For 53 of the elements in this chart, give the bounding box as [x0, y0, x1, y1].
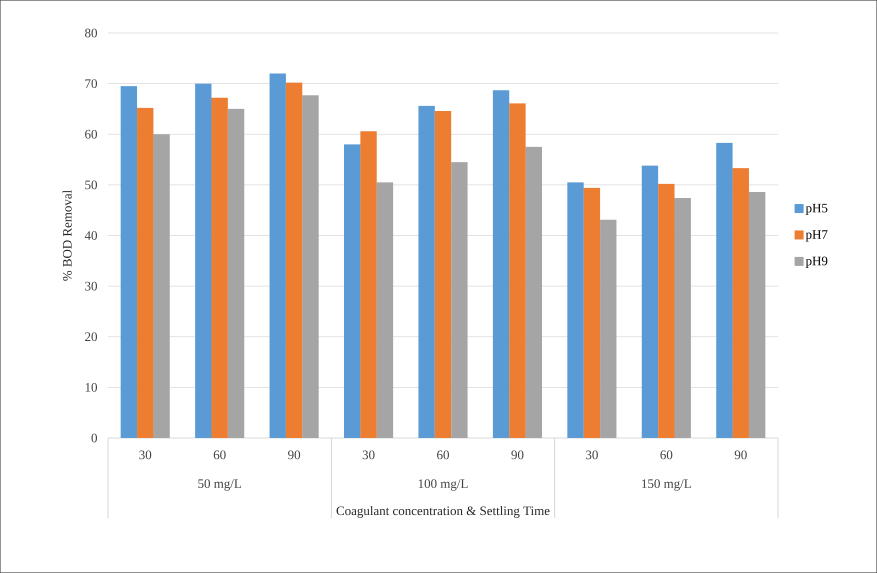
- bar: [286, 82, 302, 438]
- bar: [732, 168, 749, 438]
- bar: [376, 182, 394, 438]
- x-tick-label: 90: [288, 450, 300, 460]
- y-tick-label: 80: [85, 28, 97, 38]
- bar: [716, 142, 733, 438]
- x-tick-label: 60: [437, 450, 449, 460]
- text: 100 mg/L: [418, 479, 468, 491]
- y-tick-label: 60: [85, 130, 97, 139]
- bar: [748, 192, 766, 438]
- y-tick-label: 10: [86, 382, 97, 392]
- bar: [658, 184, 675, 438]
- x-tick-label: 90: [734, 450, 747, 460]
- bar: [360, 131, 377, 438]
- bar: [509, 103, 526, 438]
- bar: [153, 134, 170, 438]
- legend-label: pH7: [806, 230, 828, 242]
- x-tick-label: 90: [511, 450, 524, 460]
- y-axis-title: % BOD Removal: [62, 190, 72, 281]
- bar: [674, 198, 691, 438]
- bar: [344, 144, 360, 438]
- bar: [270, 73, 286, 438]
- bar: [584, 188, 600, 438]
- bar: [302, 95, 319, 438]
- text: 50 mg/L: [198, 479, 242, 491]
- y-tick-label: 40: [84, 231, 97, 240]
- bar: [195, 84, 212, 438]
- x-axis-title: Coagulant concentration & Settling Time: [336, 506, 550, 518]
- bar: [120, 86, 138, 438]
- y-tick-label: 30: [85, 282, 97, 290]
- x-tick-label: 30: [586, 450, 598, 460]
- bar: [567, 182, 584, 438]
- y-tick-label: 0: [92, 434, 97, 442]
- y-tick-label: 70: [85, 79, 97, 88]
- bar: [451, 162, 468, 438]
- bar: [492, 90, 510, 438]
- x-tick-label: 30: [362, 450, 375, 460]
- bar: [228, 108, 244, 438]
- legend-label: pH9: [806, 256, 828, 268]
- bar: [418, 106, 435, 438]
- bar: [434, 110, 452, 438]
- y-tick-label: 50: [85, 180, 97, 190]
- bar: [211, 98, 228, 438]
- bar: [642, 166, 658, 438]
- legend-label: pH5: [806, 204, 828, 216]
- x-tick-label: 60: [214, 450, 226, 460]
- bar: [600, 220, 616, 438]
- bar: [526, 146, 542, 438]
- y-tick-label: 20: [85, 332, 97, 342]
- text: 150 mg/L: [642, 479, 691, 491]
- x-tick-label: 60: [660, 450, 672, 460]
- x-tick-label: 30: [139, 450, 152, 460]
- bar: [137, 108, 154, 438]
